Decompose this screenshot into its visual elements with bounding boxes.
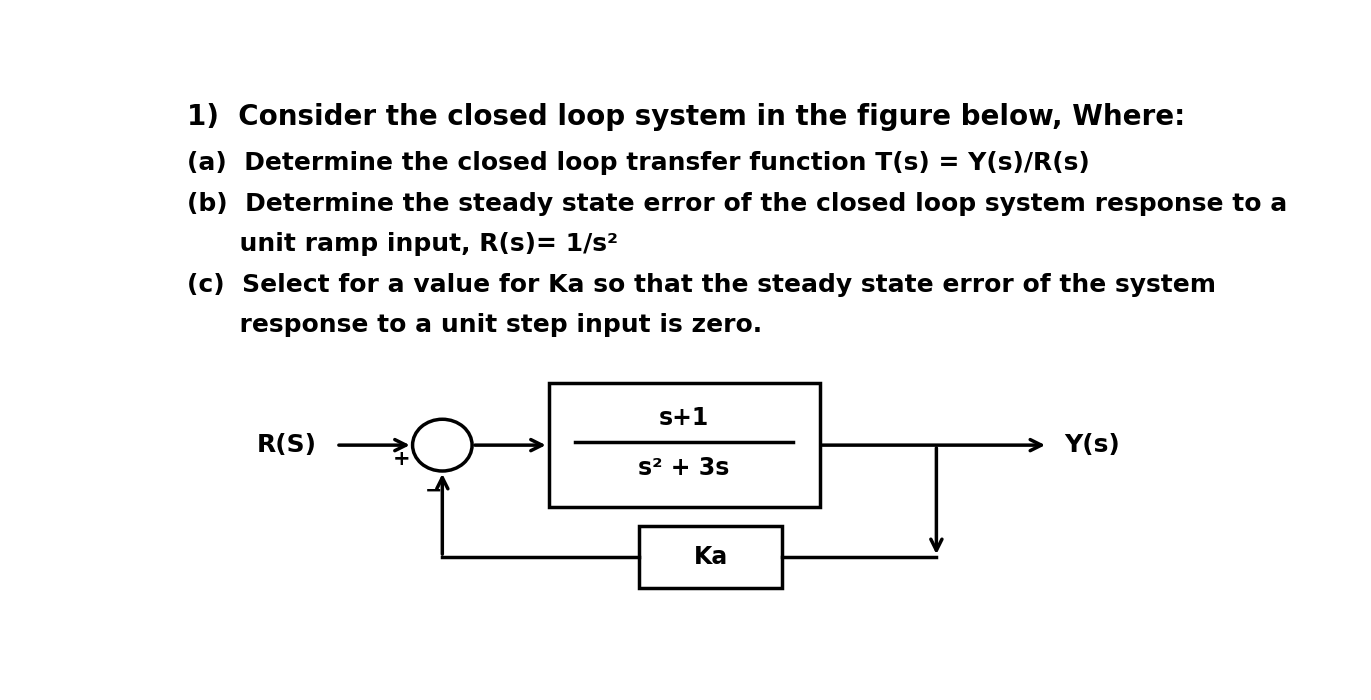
FancyBboxPatch shape <box>548 383 820 507</box>
Text: unit ramp input, R(s)= 1/s²: unit ramp input, R(s)= 1/s² <box>188 232 618 256</box>
Text: s+1: s+1 <box>659 406 709 430</box>
Text: 1)  Consider the closed loop system in the figure below, Where:: 1) Consider the closed loop system in th… <box>188 103 1186 131</box>
FancyBboxPatch shape <box>639 526 783 588</box>
Text: (b)  Determine the steady state error of the closed loop system response to a: (b) Determine the steady state error of … <box>188 192 1287 216</box>
Text: (a)  Determine the closed loop transfer function T(s) = Y(s)/R(s): (a) Determine the closed loop transfer f… <box>188 151 1090 176</box>
Text: −: − <box>425 481 443 500</box>
Text: +: + <box>393 449 411 468</box>
Text: s² + 3s: s² + 3s <box>639 456 729 480</box>
Text: (c)  Select for a value for Ka so that the steady state error of the system: (c) Select for a value for Ka so that th… <box>188 272 1216 297</box>
Text: Ka: Ka <box>694 545 728 569</box>
Text: response to a unit step input is zero.: response to a unit step input is zero. <box>188 313 762 337</box>
Text: R(S): R(S) <box>256 433 317 457</box>
Text: Y(s): Y(s) <box>1064 433 1120 457</box>
